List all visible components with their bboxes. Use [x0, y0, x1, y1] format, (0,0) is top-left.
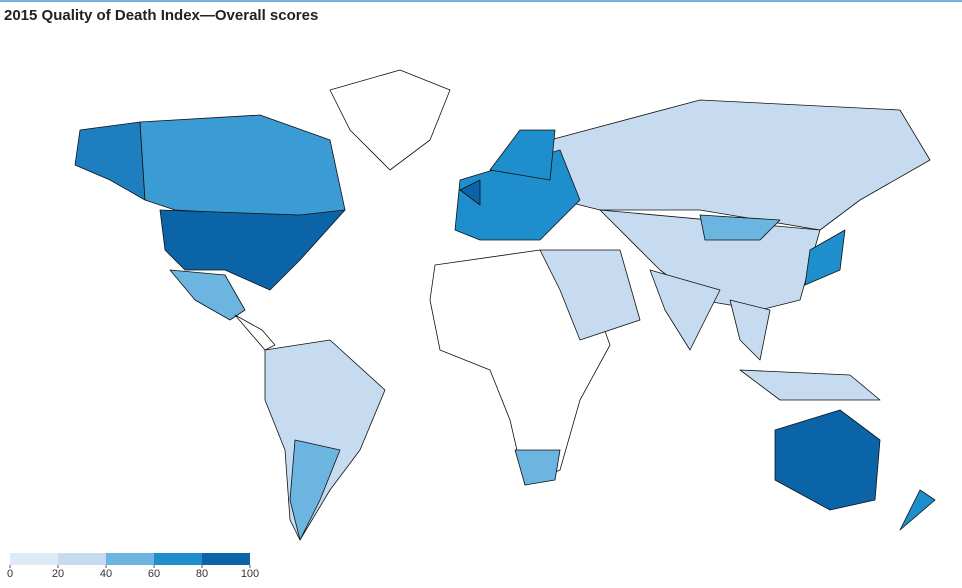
- region: [649, 269, 721, 351]
- title: 2015 Quality of Death Index—Overall scor…: [4, 7, 318, 24]
- legend-tick-label: 20: [52, 568, 64, 580]
- legend-swatch: [106, 553, 154, 565]
- region: [329, 69, 451, 171]
- region: [729, 299, 771, 361]
- region: [804, 229, 846, 286]
- legend-swatch: [58, 553, 106, 565]
- legend-tick-label: 40: [100, 568, 112, 580]
- legend-tick-label: 0: [7, 568, 13, 580]
- region: [489, 129, 556, 181]
- region: [549, 99, 931, 231]
- world-map: [74, 69, 936, 541]
- region: [159, 209, 346, 291]
- region: [289, 439, 341, 541]
- region: [74, 121, 146, 201]
- legend-tick-label: 80: [196, 568, 208, 580]
- top-rule: [0, 0, 962, 2]
- legend-swatch: [202, 553, 250, 565]
- region: [459, 179, 481, 206]
- region: [234, 314, 276, 351]
- legend-tick-label: 60: [148, 568, 160, 580]
- legend-swatch: [154, 553, 202, 565]
- region: [514, 449, 561, 486]
- region: [739, 369, 881, 401]
- legend-swatch: [10, 553, 58, 565]
- region: [774, 409, 881, 511]
- region: [539, 249, 641, 341]
- region: [699, 214, 781, 241]
- region: [264, 339, 386, 541]
- legend: 0 20 40 60 80 100: [7, 553, 259, 580]
- region: [899, 489, 936, 531]
- legend-tick-label: 100: [241, 568, 259, 580]
- region: [169, 269, 246, 321]
